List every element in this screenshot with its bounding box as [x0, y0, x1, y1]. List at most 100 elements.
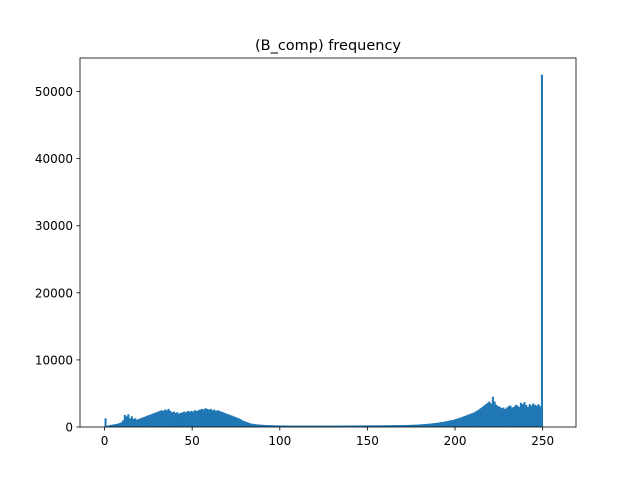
histogram-bar	[204, 408, 207, 427]
histogram-bar	[365, 425, 368, 427]
histogram-bar	[444, 421, 447, 427]
histogram-bar	[125, 416, 128, 427]
histogram-bar	[272, 425, 275, 427]
histogram-bar	[137, 418, 140, 427]
histogram-bar	[370, 425, 373, 427]
histogram-bar	[169, 410, 172, 427]
histogram-bar	[528, 404, 531, 427]
histogram-bar	[400, 425, 403, 427]
histogram-bar	[316, 425, 319, 427]
histogram-bar	[290, 425, 293, 427]
histogram-bar	[185, 412, 188, 427]
histogram-bar	[108, 425, 111, 427]
histogram-bar	[325, 425, 328, 427]
histogram-bar	[479, 408, 482, 427]
histogram-bar	[355, 425, 358, 427]
histogram-bar	[540, 74, 543, 428]
histogram-bar	[507, 406, 510, 427]
histogram-bar	[451, 419, 454, 427]
histogram-bar	[437, 422, 440, 427]
histogram-bar	[190, 410, 193, 427]
histogram-bar	[465, 415, 468, 427]
histogram-bar	[306, 425, 309, 427]
histogram-bar	[144, 416, 147, 427]
histogram-bar	[488, 401, 491, 427]
histogram-bar	[323, 425, 326, 427]
histogram-bar	[448, 420, 451, 427]
histogram-bar	[442, 421, 445, 427]
histogram-bar	[463, 415, 466, 427]
histogram-bar	[321, 425, 324, 427]
histogram-bar	[521, 404, 524, 427]
histogram-bar	[183, 411, 186, 427]
histogram-bar	[332, 425, 335, 427]
histogram-bar	[132, 418, 135, 427]
y-tick-label: 30000	[35, 219, 73, 233]
histogram-bar	[477, 409, 480, 427]
histogram-bar	[353, 425, 356, 427]
histogram-bar	[460, 417, 463, 427]
histogram-bar	[116, 423, 119, 427]
histogram-bar	[518, 406, 521, 427]
histogram-bar	[202, 409, 205, 427]
plot-frame	[79, 57, 577, 428]
histogram-bar	[491, 396, 494, 427]
histogram-bar	[274, 425, 277, 427]
histogram-bar	[253, 424, 256, 427]
histogram-bar	[533, 404, 536, 427]
histogram-bar	[150, 414, 153, 427]
histogram-bar	[171, 412, 174, 427]
histogram-bar	[470, 413, 473, 427]
histogram-bar	[372, 425, 375, 427]
histogram-bar	[344, 425, 347, 427]
histogram-bar	[320, 425, 323, 427]
histogram-bar	[341, 425, 344, 427]
histogram-bar	[178, 413, 181, 427]
histogram-bar	[307, 425, 310, 427]
histogram-bar	[514, 404, 517, 427]
histogram-bar	[449, 420, 452, 427]
histogram-bar	[502, 407, 505, 427]
histogram-bar	[526, 406, 529, 427]
histogram-bar	[327, 425, 330, 427]
histogram-bar	[523, 402, 526, 427]
histogram-bar	[130, 416, 133, 427]
histogram-bar	[186, 410, 189, 427]
histogram-bar	[248, 422, 251, 427]
histogram-bar	[141, 417, 144, 427]
histogram-bar	[281, 425, 284, 427]
histogram-bar	[328, 425, 331, 427]
histogram-bar	[414, 424, 417, 427]
histogram-bar	[334, 425, 337, 427]
histogram-bar	[251, 423, 254, 427]
histogram-bar	[176, 412, 179, 427]
histogram-bar	[512, 406, 515, 427]
bars-group	[104, 74, 543, 428]
histogram-bar	[120, 422, 123, 427]
histogram-bar	[374, 425, 377, 427]
histogram-bar	[469, 413, 472, 427]
histogram-bar	[349, 425, 352, 427]
histogram-bar	[146, 415, 149, 427]
y-tick-label: 20000	[35, 286, 73, 300]
histogram-bar	[339, 425, 342, 427]
histogram-bar	[346, 425, 349, 427]
histogram-bar	[127, 414, 130, 427]
histogram-bar	[493, 401, 496, 427]
histogram-bar	[486, 402, 489, 427]
histogram-bar	[288, 425, 291, 427]
histogram-bar	[260, 424, 263, 427]
histogram-bar	[293, 425, 296, 427]
histogram-bar	[122, 420, 125, 427]
histogram-bar	[497, 406, 500, 427]
histogram-bar	[160, 410, 163, 427]
histogram-bar	[148, 414, 151, 427]
histogram-bar	[505, 407, 508, 427]
histogram-bar	[234, 416, 237, 427]
histogram-bar	[439, 422, 442, 427]
histogram-bar	[209, 408, 212, 427]
histogram-bar	[391, 425, 395, 427]
histogram-bar	[455, 418, 458, 427]
histogram-bar	[462, 416, 465, 427]
